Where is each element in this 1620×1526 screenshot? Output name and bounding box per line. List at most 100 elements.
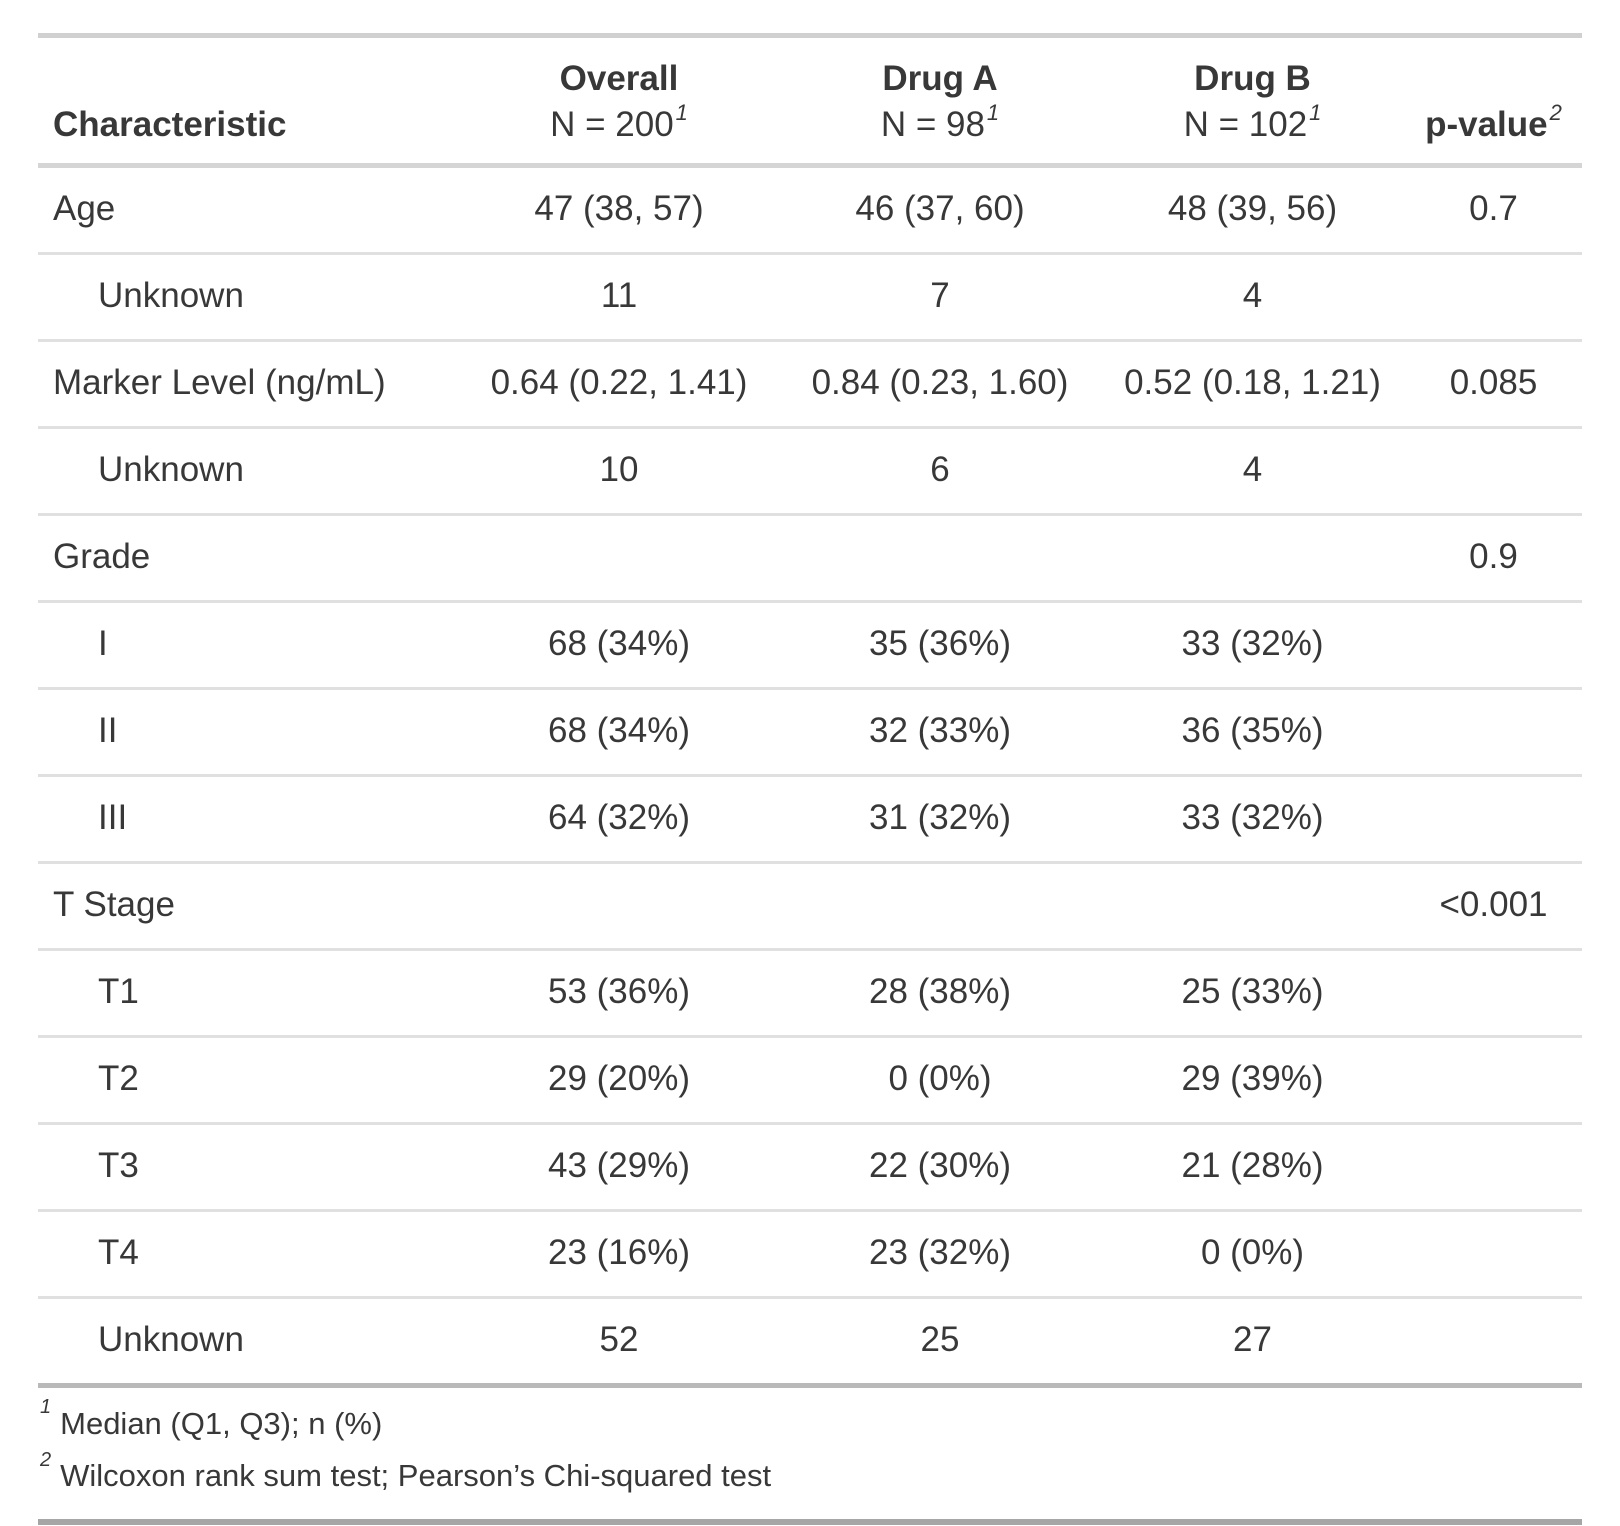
column-header-label: Drug B xyxy=(1194,59,1311,98)
cell-drug-a: 0 (0%) xyxy=(780,1036,1100,1125)
row-label: Unknown xyxy=(38,427,458,516)
table-row: III 64 (32%) 31 (32%) 33 (32%) xyxy=(38,775,1582,864)
cell-pvalue xyxy=(1405,1123,1582,1212)
row-label: III xyxy=(38,775,458,864)
column-header-label: Drug A xyxy=(882,59,998,98)
cell-drug-b xyxy=(1100,514,1405,603)
cell-overall xyxy=(458,862,780,951)
cell-overall: 11 xyxy=(458,253,780,342)
table-row: T2 29 (20%) 0 (0%) 29 (39%) xyxy=(38,1036,1582,1125)
summary-table-container: Characteristic Overall N = 2001 Drug A N… xyxy=(38,33,1582,1526)
cell-pvalue: 0.9 xyxy=(1405,514,1582,603)
cell-drug-a: 22 (30%) xyxy=(780,1123,1100,1212)
cell-drug-b: 0.52 (0.18, 1.21) xyxy=(1100,340,1405,429)
footnote-mark: 2 xyxy=(40,1449,52,1472)
cell-drug-b: 29 (39%) xyxy=(1100,1036,1405,1125)
cell-drug-a: 31 (32%) xyxy=(780,775,1100,864)
cell-drug-a: 7 xyxy=(780,253,1100,342)
cell-drug-a: 32 (33%) xyxy=(780,688,1100,777)
cell-pvalue: 0.085 xyxy=(1405,340,1582,429)
cell-overall xyxy=(458,514,780,603)
row-label: Grade xyxy=(38,514,458,603)
column-header-drug-a: Drug A N = 981 xyxy=(780,35,1100,168)
cell-drug-b: 0 (0%) xyxy=(1100,1210,1405,1299)
row-label: Age xyxy=(38,165,458,255)
column-header-pvalue: p-value2 xyxy=(1405,35,1582,168)
cell-pvalue xyxy=(1405,1210,1582,1299)
table-row: Unknown 52 25 27 xyxy=(38,1297,1582,1383)
row-label: Unknown xyxy=(38,253,458,342)
summary-table: Characteristic Overall N = 2001 Drug A N… xyxy=(38,33,1582,1383)
cell-drug-a: 0.84 (0.23, 1.60) xyxy=(780,340,1100,429)
table-row: T1 53 (36%) 28 (38%) 25 (33%) xyxy=(38,949,1582,1038)
cell-drug-b: 4 xyxy=(1100,427,1405,516)
footnote-text: Median (Q1, Q3); n (%) xyxy=(60,1405,383,1441)
footnotes: 1 Median (Q1, Q3); n (%) 2 Wilcoxon rank su… xyxy=(38,1382,1582,1526)
cell-drug-b: 27 xyxy=(1233,1320,1272,1360)
column-header-label: p-value2 xyxy=(1425,100,1562,145)
cell-drug-b: 33 (32%) xyxy=(1100,601,1405,690)
cell-overall: 10 xyxy=(458,427,780,516)
row-label: T4 xyxy=(38,1210,458,1299)
header-row: Characteristic Overall N = 2001 Drug A N… xyxy=(38,35,1582,168)
cell-drug-a: 23 (32%) xyxy=(780,1210,1100,1299)
table-row: Unknown 10 6 4 xyxy=(38,427,1582,516)
footnote-mark: 1 xyxy=(40,1396,52,1419)
column-header-label: Overall xyxy=(559,59,679,98)
cell-drug-a: 6 xyxy=(780,427,1100,516)
cell-drug-b: 36 (35%) xyxy=(1100,688,1405,777)
footnote: 2 Wilcoxon rank sum test; Pearson’s Chi-s… xyxy=(40,1450,1582,1503)
column-header-sublabel: N = 1021 xyxy=(1183,100,1322,145)
cell-pvalue: 0.7 xyxy=(1405,165,1582,255)
cell-pvalue xyxy=(1405,1036,1582,1125)
row-label: I xyxy=(38,601,458,690)
row-label: T3 xyxy=(38,1123,458,1212)
cell-overall: 68 (34%) xyxy=(458,688,780,777)
cell-pvalue xyxy=(1405,253,1582,342)
cell-drug-b: 48 (39, 56) xyxy=(1100,165,1405,255)
column-header-characteristic: Characteristic xyxy=(38,35,458,168)
cell-pvalue xyxy=(1405,688,1582,777)
cell-overall: 52 xyxy=(599,1320,639,1360)
cell-drug-b xyxy=(1100,862,1405,951)
row-label: II xyxy=(38,688,458,777)
column-header-drug-b: Drug B N = 1021 xyxy=(1100,35,1405,168)
cell-pvalue: <0.001 xyxy=(1405,862,1582,951)
cell-drug-b: 21 (28%) xyxy=(1100,1123,1405,1212)
cell-drug-a: 46 (37, 60) xyxy=(780,165,1100,255)
cell-drug-a xyxy=(780,862,1100,951)
cell-drug-a: 35 (36%) xyxy=(780,601,1100,690)
cell-drug-b: 33 (32%) xyxy=(1100,775,1405,864)
footnote: 1 Median (Q1, Q3); n (%) xyxy=(40,1396,1582,1451)
cell-pvalue xyxy=(1405,1297,1582,1383)
table-row: I 68 (34%) 35 (36%) 33 (32%) xyxy=(38,601,1582,690)
column-header-label: Characteristic xyxy=(53,105,287,145)
cell-drug-b: 4 xyxy=(1100,253,1405,342)
row-label: T2 xyxy=(38,1036,458,1125)
cell-drug-a xyxy=(780,514,1100,603)
cell-pvalue xyxy=(1405,601,1582,690)
table-row: Marker Level (ng/mL) 0.64 (0.22, 1.41) 0… xyxy=(38,340,1582,429)
row-label: Marker Level (ng/mL) xyxy=(38,340,458,429)
table-row: Age 47 (38, 57) 46 (37, 60) 48 (39, 56) … xyxy=(38,165,1582,255)
footnote-mark: 1 xyxy=(675,100,688,126)
footnote-mark: 1 xyxy=(986,100,1000,126)
cell-drug-a: 28 (38%) xyxy=(780,949,1100,1038)
table-row: T4 23 (16%) 23 (32%) 0 (0%) xyxy=(38,1210,1582,1299)
column-header-overall: Overall N = 2001 xyxy=(458,35,780,168)
table-row: II 68 (34%) 32 (33%) 36 (35%) xyxy=(38,688,1582,777)
cell-overall: 47 (38, 57) xyxy=(458,165,780,255)
cell-overall: 53 (36%) xyxy=(458,949,780,1038)
column-header-sublabel: N = 2001 xyxy=(550,100,688,145)
column-header-sublabel: N = 981 xyxy=(880,100,1000,145)
table-body: Age 47 (38, 57) 46 (37, 60) 48 (39, 56) … xyxy=(38,165,1582,1383)
cell-overall: 68 (34%) xyxy=(458,601,780,690)
cell-overall: 0.64 (0.22, 1.41) xyxy=(458,340,780,429)
footnote-mark: 1 xyxy=(1309,100,1322,126)
cell-overall: 23 (16%) xyxy=(458,1210,780,1299)
cell-pvalue xyxy=(1405,427,1582,516)
table-row: Unknown 11 7 4 xyxy=(38,253,1582,342)
cell-overall: 43 (29%) xyxy=(458,1123,780,1212)
cell-overall: 64 (32%) xyxy=(458,775,780,864)
